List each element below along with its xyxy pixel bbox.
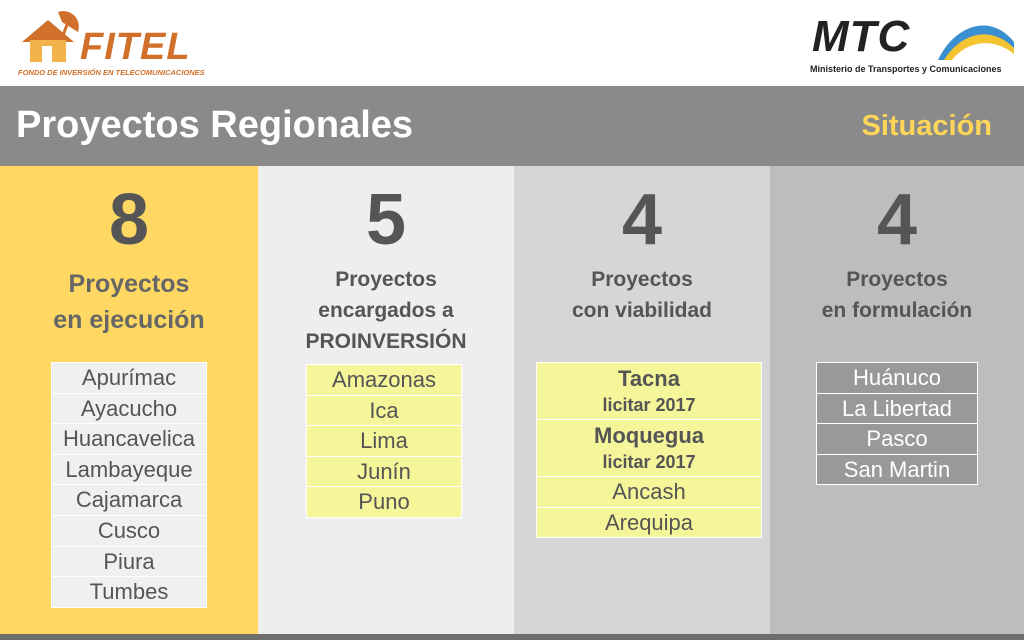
region-name: Tacna [618,366,680,391]
column-con-viabilidad: 4 Proyectos con viabilidad Tacna licitar… [514,166,770,634]
region-item: Ica [306,394,462,427]
region-item: Cusco [51,514,207,547]
column-label: Proyectos en formulación [770,264,1024,326]
project-count: 4 [621,180,663,260]
region-item: Arequipa [536,506,762,539]
mtc-subtitle: Ministerio de Transportes y Comunicacion… [810,64,1002,74]
region-item: Ancash [536,476,762,508]
column-proinversion: 5 Proyectos encargados a PROINVERSIÓN Am… [258,166,514,634]
mtc-wordmark: MTC [812,12,911,61]
region-item: Piura [51,545,207,578]
region-item: Pasco [816,423,978,455]
region-list: Tacna licitar 2017 Moquegua licitar 2017… [536,362,762,539]
column-label-line: en ejecución [53,306,205,334]
column-label-line: encargados a [318,299,454,322]
region-name: Moquegua [594,423,704,448]
fitel-wordmark: FITEL [80,26,191,68]
fitel-logo: FITEL FONDO DE INVERSIÓN EN TELECOMUNICA… [14,6,214,80]
column-label-line: PROINVERSIÓN [305,330,467,353]
region-item: La Libertad [816,392,978,425]
page-title: Proyectos Regionales [16,104,414,146]
region-item: Huancavelica [51,423,207,455]
region-item: Tacna licitar 2017 [536,362,762,420]
fitel-tagline: FONDO DE INVERSIÓN EN TELECOMUNICACIONES [18,68,205,77]
column-label-line: con viabilidad [571,299,713,322]
region-item: Amazonas [306,364,462,396]
region-item: Huánuco [816,362,978,394]
region-item: San Martin [816,453,978,486]
region-item: Cajamarca [51,484,207,516]
project-count: 4 [876,180,918,260]
region-item: Ayacucho [51,392,207,425]
region-item: Lambayeque [51,453,207,486]
column-label-line: en formulación [821,299,973,322]
region-list: Apurímac Ayacucho Huancavelica Lambayequ… [51,362,207,608]
house-antenna-icon [22,11,79,62]
column-en-ejecucion: 8 Proyectos en ejecución Apurímac Ayacuc… [0,166,258,634]
project-count: 8 [108,180,150,260]
mtc-wave-icon [938,25,1014,60]
column-label-line: Proyectos [591,268,693,291]
region-item: Tumbes [51,576,207,608]
column-label: Proyectos encargados a PROINVERSIÓN [258,264,514,357]
column-label-line: Proyectos [68,270,190,298]
region-item: Lima [306,425,462,457]
column-label: Proyectos con viabilidad [514,264,770,326]
column-en-formulacion: 4 Proyectos en formulación Huánuco La Li… [770,166,1024,634]
column-label-line: Proyectos [846,268,948,291]
region-item: Moquegua licitar 2017 [536,419,762,477]
region-list: Amazonas Ica Lima Junín Puno [306,364,462,518]
project-count: 5 [365,180,407,260]
column-label: Proyectos en ejecución [0,266,258,338]
mtc-logo: MTC Ministerio de Transportes y Comunica… [806,12,1016,78]
region-item: Puno [306,486,462,518]
region-list: Huánuco La Libertad Pasco San Martin [816,362,978,486]
header-bar: FITEL FONDO DE INVERSIÓN EN TELECOMUNICA… [0,0,1024,86]
region-item: Junín [306,455,462,488]
region-item: Apurímac [51,362,207,394]
footer-line [0,634,1024,640]
column-label-line: Proyectos [335,268,437,291]
title-band: Proyectos Regionales Situación [0,86,1024,166]
page-subtitle: Situación [861,110,992,142]
region-note: licitar 2017 [602,452,696,472]
region-note: licitar 2017 [602,395,696,415]
